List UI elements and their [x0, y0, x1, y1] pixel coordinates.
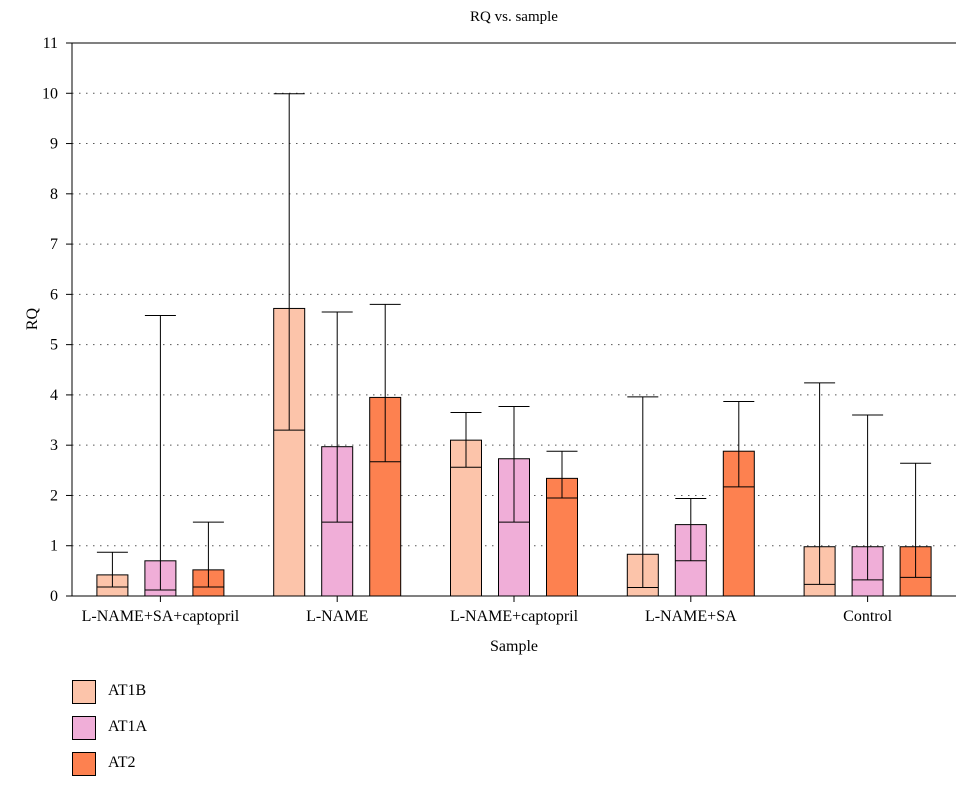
- y-tick-label: 3: [50, 437, 58, 454]
- bar-at2-0: [192, 521, 225, 597]
- bar-at2-3: [722, 400, 755, 597]
- bar-at1b-3: [626, 396, 659, 597]
- axes-group: [66, 42, 956, 602]
- x-tick-label: L-NAME+SA+captopril: [82, 608, 240, 625]
- legend-label: AT1A: [108, 718, 148, 735]
- x-tick-label: L-NAME: [306, 608, 368, 625]
- y-tick-label: 10: [42, 85, 58, 102]
- legend-swatch: [72, 716, 96, 740]
- bar-chart: RQ vs. sample 0 1 2 3 4 5 6 7 8 9 10 11 L-NAME+SA+ca…: [24, 9, 956, 655]
- bar-at1a-1: [321, 311, 354, 597]
- bar-at2-4: [899, 462, 932, 597]
- y-tick-label: 9: [50, 136, 58, 153]
- y-tick-label: 11: [43, 35, 58, 52]
- legend-swatch: [72, 680, 96, 704]
- x-tick-label: L-NAME+SA: [645, 608, 737, 625]
- bar-rect: [498, 458, 530, 597]
- x-tick-label: L-NAME+captopril: [450, 608, 579, 625]
- bar-at2-2: [546, 450, 578, 597]
- bar-at1b-4: [803, 382, 836, 597]
- chart-title: RQ vs. sample: [470, 9, 558, 25]
- bar-at1b-0: [96, 551, 129, 597]
- bar-at1a-4: [851, 414, 884, 597]
- y-tick-label: 2: [50, 487, 58, 504]
- bars-group: [96, 93, 932, 597]
- bar-at1a-0: [144, 314, 177, 597]
- x-axis-label: Sample: [490, 638, 538, 655]
- bar-at1a-2: [498, 405, 530, 597]
- bar-at1b-1: [273, 93, 306, 597]
- bar-at1a-3: [674, 497, 707, 597]
- tick-labels-group: 0 1 2 3 4 5 6 7 8 9 10 11 L-NAME+SA+captopril L-NAME L…: [42, 35, 893, 625]
- legend-label: AT1B: [108, 682, 147, 699]
- y-tick-label: 1: [50, 538, 58, 555]
- y-tick-label: 7: [50, 236, 58, 253]
- y-axis-label: RQ: [24, 307, 41, 330]
- legend-swatch: [72, 752, 96, 776]
- bar-at1b-2: [450, 412, 482, 597]
- y-tick-label: 0: [50, 588, 58, 605]
- y-tick-label: 5: [50, 337, 58, 354]
- legend-label: AT2: [108, 754, 136, 771]
- y-tick-label: 6: [50, 286, 58, 303]
- y-tick-label: 4: [50, 387, 58, 404]
- x-tick-label: Control: [843, 608, 892, 625]
- y-tick-label: 8: [50, 186, 58, 203]
- bar-at2-1: [369, 303, 402, 597]
